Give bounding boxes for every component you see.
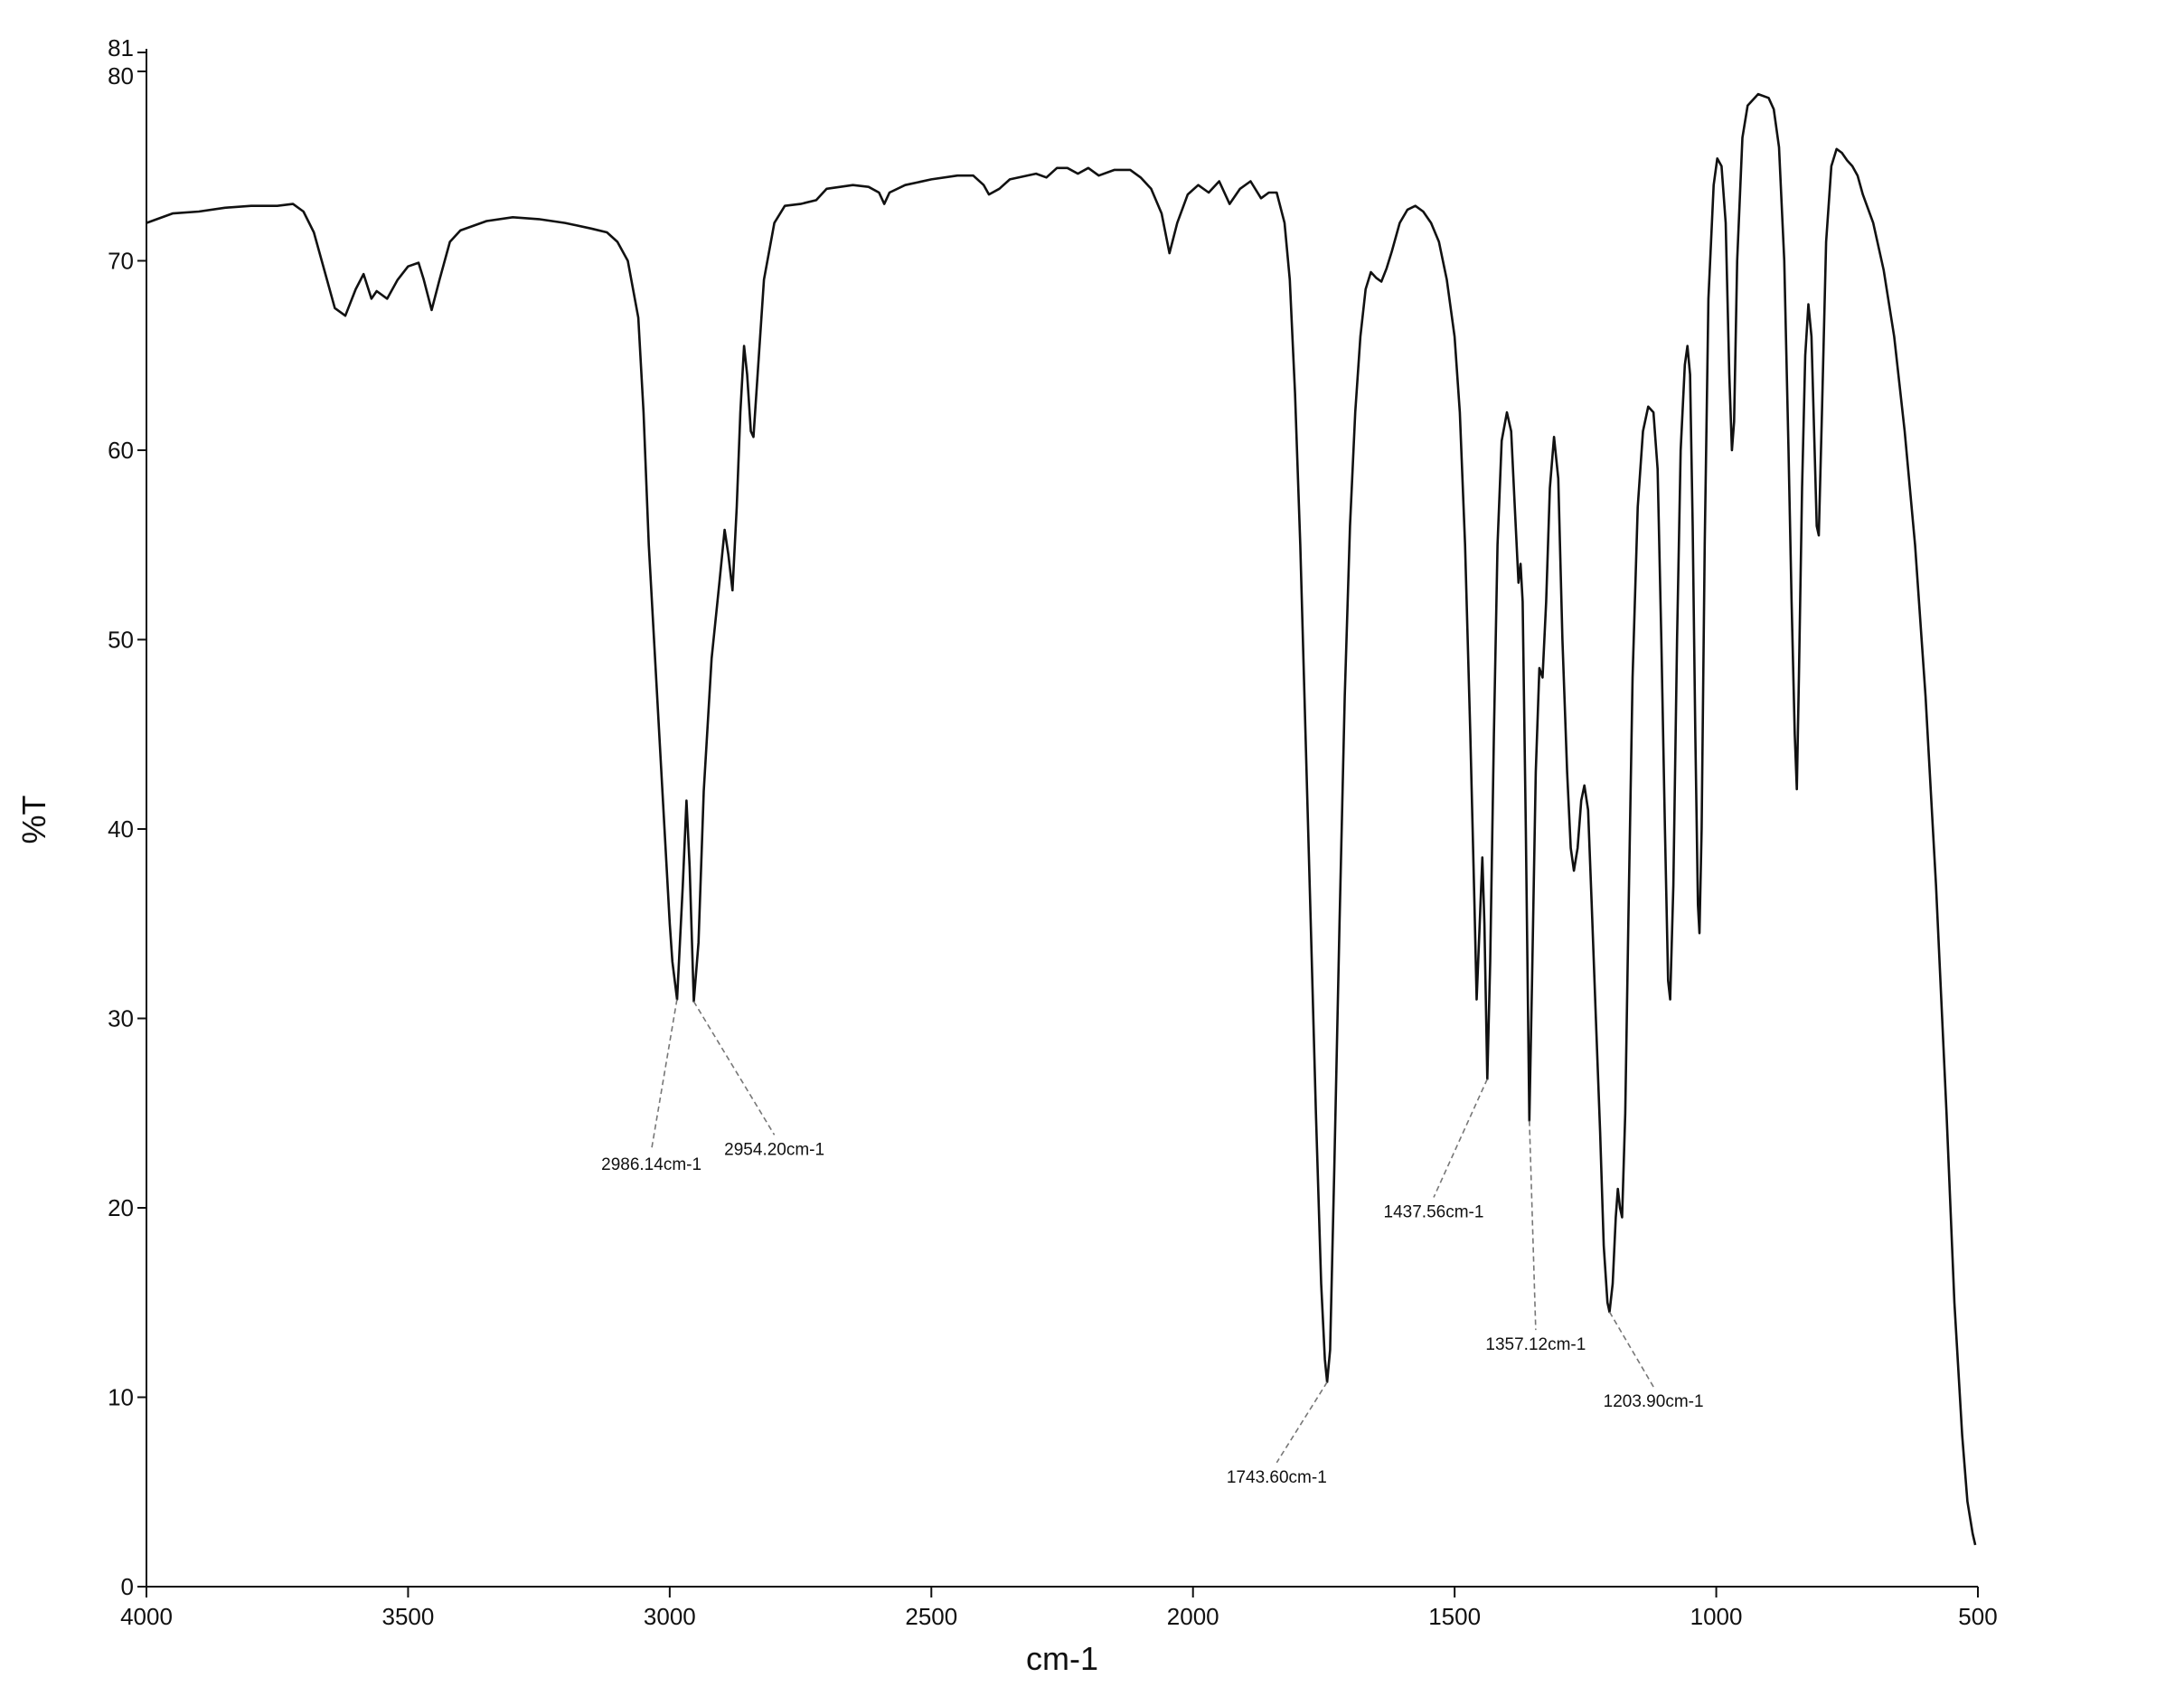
peak-leader-line [650, 999, 678, 1151]
peak-leader-line [1529, 1120, 1537, 1331]
x-tick-label: 4000 [120, 1603, 173, 1630]
y-tick-label: 50 [108, 626, 134, 653]
y-tick-label: 81 [108, 34, 134, 61]
y-tick-label: 60 [108, 437, 134, 464]
peak-label: 1357.12cm-1 [1485, 1335, 1586, 1354]
spectrum-series [146, 92, 1977, 1546]
y-tick-label: 40 [108, 815, 134, 843]
peak-leader-line [692, 1001, 776, 1136]
peak-label: 2986.14cm-1 [601, 1155, 701, 1174]
x-tick-label: 3000 [644, 1603, 696, 1630]
x-tick-label: 1500 [1428, 1603, 1481, 1630]
peak-label: 1437.56cm-1 [1384, 1202, 1484, 1221]
axes [146, 49, 1978, 1588]
peak-leader-line [1276, 1381, 1328, 1464]
spectrum-line [146, 92, 1977, 1546]
y-axis-title: %T [15, 795, 52, 844]
y-tick-label: 0 [121, 1573, 134, 1600]
x-tick-label: 3500 [382, 1603, 435, 1630]
x-tick-label: 1000 [1690, 1603, 1743, 1630]
peak-label: 1743.60cm-1 [1227, 1468, 1327, 1487]
y-tick-label: 30 [108, 1004, 134, 1032]
peak-label: 1203.90cm-1 [1604, 1392, 1704, 1411]
peak-label: 2954.20cm-1 [724, 1140, 824, 1159]
y-tick-label: 10 [108, 1383, 134, 1410]
y-tick-label: 80 [108, 62, 134, 90]
x-axis-ticks: 4000 3500 3000 2500 2000 1500 1000 500 [120, 1587, 1998, 1630]
peak-leader-line [1608, 1311, 1654, 1388]
x-tick-label: 500 [1958, 1603, 1997, 1630]
x-tick-label: 2000 [1167, 1603, 1219, 1630]
x-axis-title: cm-1 [1026, 1640, 1098, 1677]
x-tick-label: 2500 [905, 1603, 957, 1630]
y-tick-label: 70 [108, 247, 134, 274]
peak-leader-line [1433, 1079, 1489, 1198]
y-tick-label: 20 [108, 1194, 134, 1221]
peak-annotations: 2986.14cm-1 2954.20cm-1 1743.60cm-1 1437.56… [601, 999, 1704, 1487]
